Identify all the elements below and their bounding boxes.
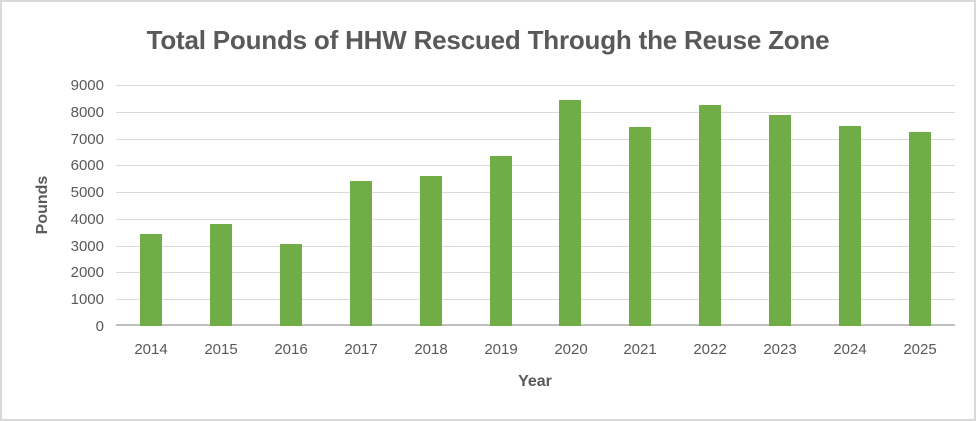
- x-axis-tick-labels: 2014 2015 2016 2017 2018 2019 2020 2021 2022 2023…: [116, 342, 955, 360]
- y-tick-label-6000: 6000: [70, 157, 104, 174]
- bar-2014: [140, 234, 162, 326]
- y-tick-label-7000: 7000: [70, 131, 104, 148]
- x-tick-label-2016: 2016: [274, 341, 308, 358]
- plot-area: [116, 85, 955, 326]
- x-tick-label-2014: 2014: [134, 341, 168, 358]
- bar-2024: [839, 126, 861, 326]
- x-axis-baseline: [116, 324, 955, 326]
- x-tick-label-2025: 2025: [903, 341, 937, 358]
- x-tick-label-2017: 2017: [344, 341, 378, 358]
- gridline: [116, 112, 955, 113]
- x-tick-label-2021: 2021: [623, 341, 657, 358]
- x-tick-label-2023: 2023: [763, 341, 797, 358]
- bar-2025: [909, 132, 931, 326]
- y-tick-label-2000: 2000: [70, 264, 104, 281]
- y-tick-label-4000: 4000: [70, 211, 104, 228]
- y-tick-label-3000: 3000: [70, 238, 104, 255]
- bar-2023: [769, 115, 791, 326]
- bar-2018: [420, 176, 442, 326]
- gridline: [116, 299, 955, 300]
- gridline: [116, 272, 955, 273]
- chart-title: Total Pounds of HHW Rescued Through the …: [146, 25, 830, 55]
- y-tick-label-5000: 5000: [70, 184, 104, 201]
- bar-2019: [490, 156, 512, 326]
- x-tick-label-2020: 2020: [554, 341, 588, 358]
- x-tick-label-2024: 2024: [833, 341, 867, 358]
- x-tick-label-2018: 2018: [414, 341, 448, 358]
- bar-2022: [699, 105, 721, 326]
- bar-2017: [350, 181, 372, 326]
- gridline: [116, 165, 955, 166]
- x-axis-title: Year: [518, 373, 552, 390]
- gridline: [116, 192, 955, 193]
- bar-2015: [210, 224, 232, 326]
- bar-2016: [280, 244, 302, 326]
- gridline: [116, 85, 955, 86]
- y-tick-label-8000: 8000: [70, 104, 104, 121]
- bar-2021: [629, 127, 651, 326]
- bar-2020: [559, 100, 581, 326]
- y-axis-tick-labels: 0 1000 2000 3000 4000 5000 6000 7000 8000 9000: [2, 78, 104, 334]
- gridline: [116, 246, 955, 247]
- gridline: [116, 139, 955, 140]
- y-tick-label-9000: 9000: [70, 77, 104, 94]
- y-tick-label-1000: 1000: [70, 291, 104, 308]
- x-tick-label-2019: 2019: [484, 341, 518, 358]
- x-tick-label-2015: 2015: [204, 341, 238, 358]
- gridline: [116, 219, 955, 220]
- x-tick-label-2022: 2022: [693, 341, 727, 358]
- y-tick-label-0: 0: [95, 318, 104, 335]
